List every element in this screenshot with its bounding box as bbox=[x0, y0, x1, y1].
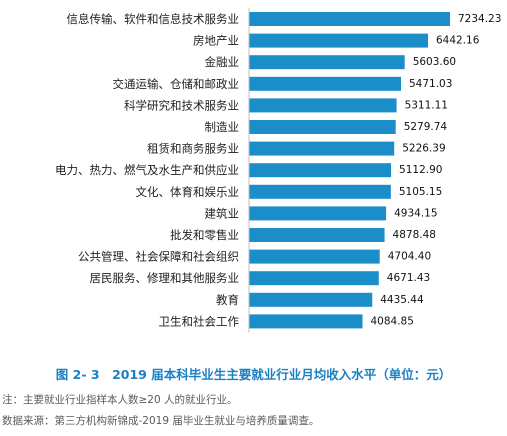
category-label: 批发和零售业 bbox=[170, 228, 239, 242]
bar bbox=[249, 184, 391, 199]
category-label: 建筑业 bbox=[205, 206, 240, 220]
bar bbox=[249, 12, 450, 26]
category-label: 信息传输、软件和信息技术服务业 bbox=[67, 12, 240, 26]
chart-caption: 图 2- 3 2019 届本科毕业生主要就业行业月均收入水平（单位：元） bbox=[55, 367, 452, 382]
value-label: 6442.16 bbox=[436, 35, 480, 47]
category-label: 科学研究和技术服务业 bbox=[124, 98, 239, 112]
value-label: 4671.43 bbox=[387, 272, 430, 284]
category-label: 交通运输、仓储和邮政业 bbox=[113, 77, 240, 91]
category-label: 卫生和社会工作 bbox=[159, 314, 240, 328]
value-label: 5112.90 bbox=[399, 164, 442, 176]
value-label: 5603.60 bbox=[413, 56, 456, 68]
category-label: 租赁和商务服务业 bbox=[147, 142, 239, 156]
data-source-text: 数据来源：第三方机构新锦成-2019 届毕业生就业与培养质量调查。 bbox=[2, 415, 320, 427]
bar bbox=[249, 163, 392, 178]
note-text: 注：主要就业行业指样本人数≥20 人的就业行业。 bbox=[2, 394, 238, 406]
bar bbox=[249, 249, 380, 264]
category-label: 教育 bbox=[216, 293, 239, 307]
bar-chart: 信息传输、软件和信息技术服务业 7234.23 房地产业 6442.16 金融业 5603… bbox=[55, 8, 501, 333]
value-label: 5471.03 bbox=[409, 78, 452, 90]
category-label: 制造业 bbox=[205, 120, 240, 134]
bar bbox=[249, 228, 385, 242]
bar bbox=[249, 120, 396, 134]
category-label: 文化、体育和娱乐业 bbox=[136, 185, 240, 199]
bar bbox=[249, 206, 387, 221]
value-label: 4435.44 bbox=[380, 294, 424, 306]
category-label: 居民服务、修理和其他服务业 bbox=[90, 271, 240, 285]
bar bbox=[249, 141, 395, 156]
value-label: 4084.85 bbox=[370, 315, 413, 327]
category-label: 公共管理、社会保障和社会组织 bbox=[78, 250, 239, 264]
bar bbox=[249, 292, 373, 307]
value-label: 4878.48 bbox=[393, 229, 436, 241]
bar bbox=[249, 33, 428, 48]
value-label: 5311.11 bbox=[405, 99, 448, 111]
bar bbox=[249, 314, 363, 329]
value-label: 5279.74 bbox=[404, 121, 448, 133]
value-label: 4704.40 bbox=[388, 251, 431, 263]
bar bbox=[249, 271, 379, 286]
category-label: 金融业 bbox=[205, 55, 240, 69]
value-label: 5105.15 bbox=[399, 186, 442, 198]
bar bbox=[249, 76, 402, 91]
category-label: 电力、热力、燃气及水生产和供应业 bbox=[55, 163, 239, 177]
bar bbox=[249, 55, 405, 70]
value-label: 7234.23 bbox=[458, 13, 501, 25]
category-label: 房地产业 bbox=[193, 34, 239, 48]
bar bbox=[249, 98, 397, 113]
value-label: 4934.15 bbox=[394, 207, 437, 219]
value-label: 5226.39 bbox=[402, 143, 445, 155]
